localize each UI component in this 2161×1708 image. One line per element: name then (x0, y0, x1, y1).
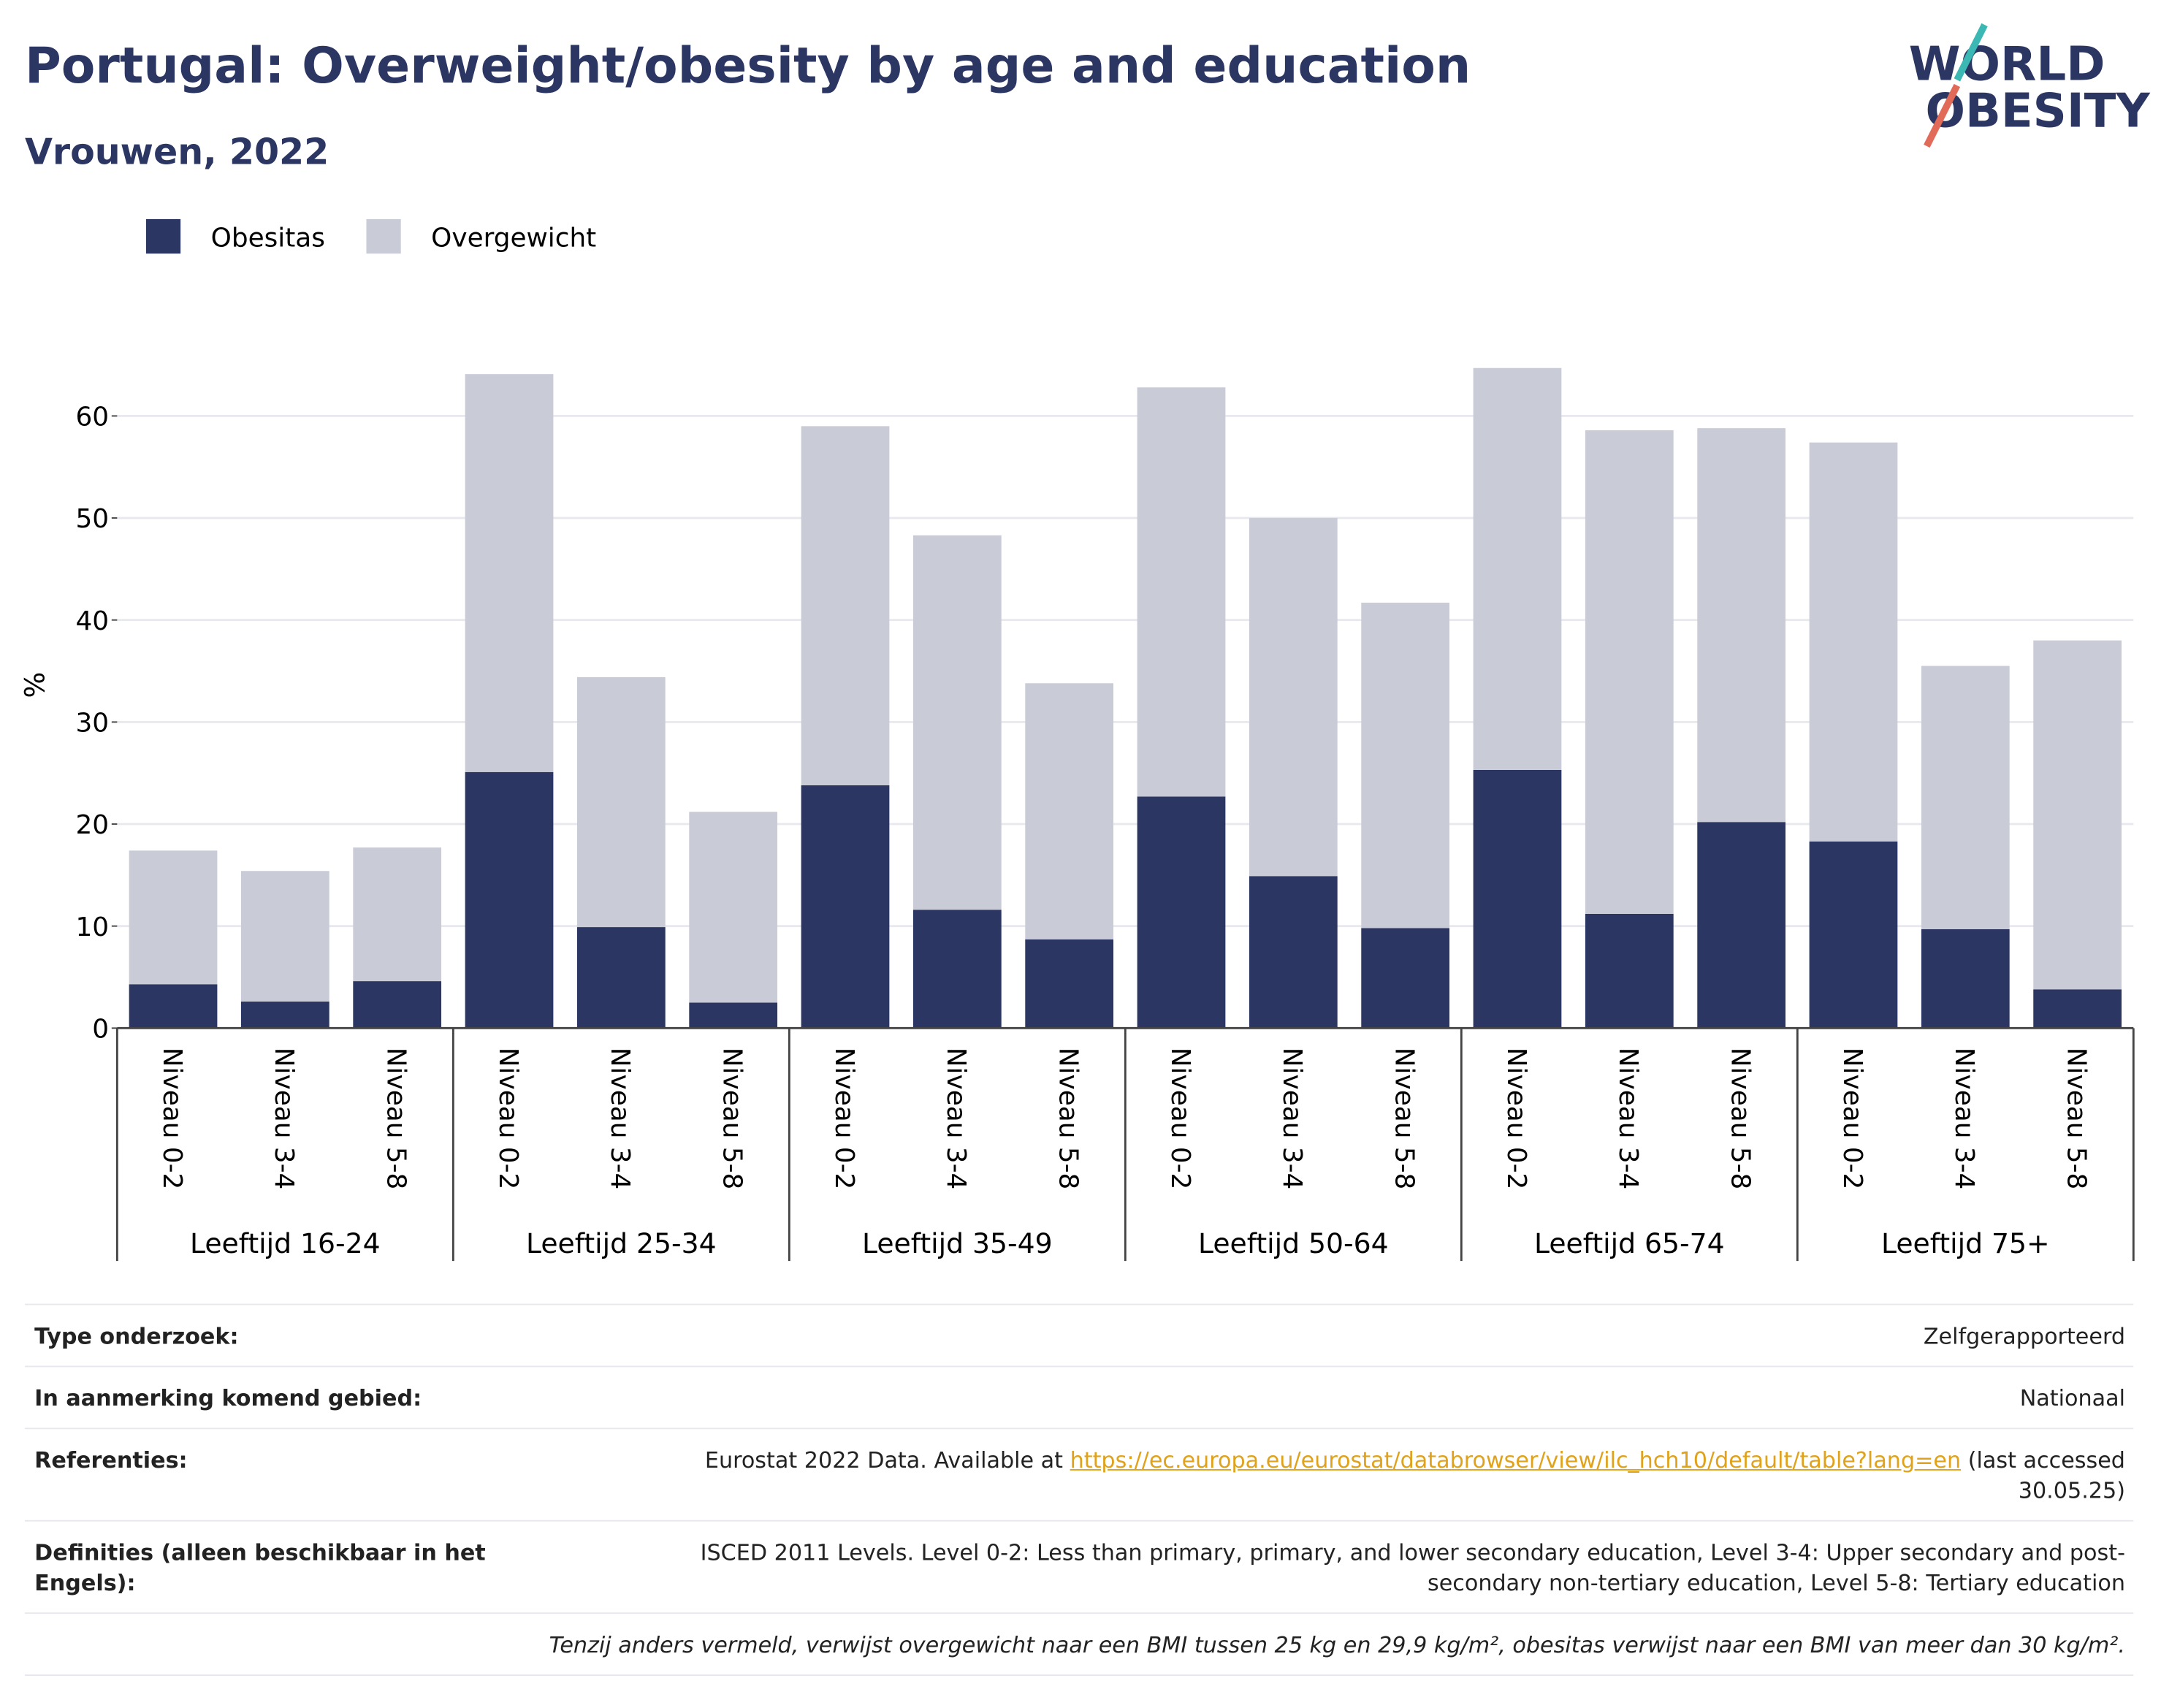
reference-link[interactable]: https://ec.europa.eu/eurostat/databrowse… (1070, 1446, 1962, 1473)
x-tick-label: Niveau 0-2 (1501, 1048, 1531, 1190)
y-tick-label: 20 (75, 810, 109, 840)
y-tick-label: 50 (75, 504, 109, 534)
footnote: Tenzij anders vermeld, verwijst overgewi… (24, 1612, 2134, 1676)
info-value: Zelfgerapporteerd (1923, 1323, 2125, 1349)
group-label: Leeftijd 35-49 (862, 1227, 1053, 1259)
bar-segment (1809, 442, 1898, 842)
x-tick-label: Niveau 3-4 (941, 1048, 971, 1190)
bar-segment (1025, 939, 1114, 1029)
x-tick-label: Niveau 0-2 (1165, 1048, 1195, 1190)
x-tick-label: Niveau 3-4 (1277, 1048, 1307, 1190)
bar-segment (801, 785, 890, 1029)
bar-segment (353, 981, 442, 1029)
bar-segment (240, 871, 329, 1002)
info-label: Referenties: (34, 1446, 188, 1473)
bar-segment (912, 910, 1002, 1029)
group-label: Leeftijd 16-24 (190, 1227, 381, 1259)
info-text: (last accessed 30.05.25) (1967, 1446, 2125, 1504)
x-tick-label: Niveau 0-2 (829, 1048, 859, 1190)
logo-slash (1924, 83, 1961, 148)
logo-slash (1954, 23, 1988, 82)
chart-title: Portugal: Overweight/obesity by age and … (25, 37, 1471, 95)
bar-segment (1249, 876, 1338, 1029)
legend-label: Overgewicht (431, 224, 596, 253)
bar-segment (353, 847, 442, 982)
info-value: Eurostat 2022 Data. Available at https:/… (489, 1446, 2125, 1506)
bar-segment (1585, 913, 1674, 1029)
bar-segment (1809, 841, 1898, 1029)
bar-segment (2033, 989, 2122, 1029)
bar-segment (1585, 430, 1674, 914)
legend-label: Obesitas (211, 224, 325, 253)
bar-segment (240, 1002, 329, 1029)
bar-segment (1473, 769, 1562, 1029)
bar-segment (1249, 518, 1338, 877)
info-label: In aanmerking komend gebied: (34, 1384, 422, 1411)
info-row: Type onderzoek: Zelfgerapporteerd (24, 1303, 2134, 1366)
y-tick-label: 30 (75, 709, 109, 739)
legend-swatch (145, 218, 181, 254)
bar-segment (465, 374, 554, 772)
x-tick-label: Niveau 0-2 (1837, 1048, 1867, 1190)
bar-segment (1361, 602, 1450, 929)
bar-segment (689, 1002, 778, 1029)
bar-segment (1473, 367, 1562, 770)
x-tick-label: Niveau 5-8 (1389, 1048, 1419, 1190)
bar-segment (576, 676, 666, 928)
y-tick-label: 60 (75, 403, 109, 432)
bar-segment (1137, 387, 1226, 797)
y-tick-label: 10 (75, 912, 109, 942)
bar-segment (1697, 822, 1786, 1029)
bar-segment (1137, 796, 1226, 1029)
group-label: Leeftijd 65-74 (1534, 1227, 1725, 1259)
legend-swatch (366, 218, 401, 254)
info-row: Definities (alleen beschikbaar in het En… (24, 1520, 2134, 1612)
x-tick-label: Niveau 3-4 (269, 1048, 299, 1190)
info-label: Type onderzoek: (34, 1323, 239, 1349)
x-tick-label: Niveau 5-8 (1053, 1048, 1083, 1190)
info-row: In aanmerking komend gebied: Nationaal (24, 1365, 2134, 1428)
x-tick-label: Niveau 5-8 (381, 1048, 411, 1190)
info-value: ISCED 2011 Levels. Level 0-2: Less than … (700, 1539, 2125, 1596)
bar-segment (129, 850, 218, 985)
x-tick-label: Niveau 0-2 (157, 1048, 187, 1190)
x-tick-label: Niveau 5-8 (2061, 1048, 2091, 1190)
logo-text: WORLD (1909, 37, 2105, 91)
bar-segment (689, 812, 778, 1003)
x-tick-label: Niveau 0-2 (493, 1048, 523, 1190)
info-label: Definities (alleen beschikbaar in het En… (34, 1539, 486, 1596)
x-tick-label: Niveau 5-8 (717, 1048, 747, 1190)
chart: Portugal: Overweight/obesity by age and … (18, 23, 2151, 1262)
bar-segment (1361, 928, 1450, 1029)
bar-segment (912, 535, 1002, 910)
bar-segment (1921, 929, 2010, 1029)
group-label: Leeftijd 25-34 (526, 1227, 717, 1259)
y-tick-label: 0 (92, 1015, 109, 1045)
bar-segment (465, 771, 554, 1029)
logo-text: OBESITY (1925, 84, 2151, 139)
bar-segment (576, 927, 666, 1029)
group-label: Leeftijd 75+ (1881, 1227, 2050, 1259)
y-tick-label: 40 (75, 606, 109, 636)
group-label: Leeftijd 50-64 (1198, 1227, 1389, 1259)
bar-segment (1921, 666, 2010, 929)
bar-segment (801, 426, 890, 785)
x-tick-label: Niveau 3-4 (1613, 1048, 1643, 1190)
y-axis-label: % (18, 672, 50, 698)
x-tick-label: Niveau 3-4 (1949, 1048, 1979, 1190)
bar-segment (1697, 428, 1786, 823)
info-table: Type onderzoek: Zelfgerapporteerd In aanme… (24, 1303, 2134, 1676)
x-tick-label: Niveau 3-4 (605, 1048, 635, 1190)
info-text: Eurostat 2022 Data. Available at (704, 1446, 1064, 1473)
chart-subtitle: Vrouwen, 2022 (25, 130, 329, 172)
info-row: Referenties: Eurostat 2022 Data. Availabl… (24, 1427, 2134, 1520)
bar-segment (2033, 640, 2122, 990)
info-value: Nationaal (2019, 1384, 2125, 1411)
bar-segment (1025, 683, 1114, 939)
x-tick-label: Niveau 5-8 (1725, 1048, 1755, 1190)
bar-segment (129, 984, 218, 1029)
